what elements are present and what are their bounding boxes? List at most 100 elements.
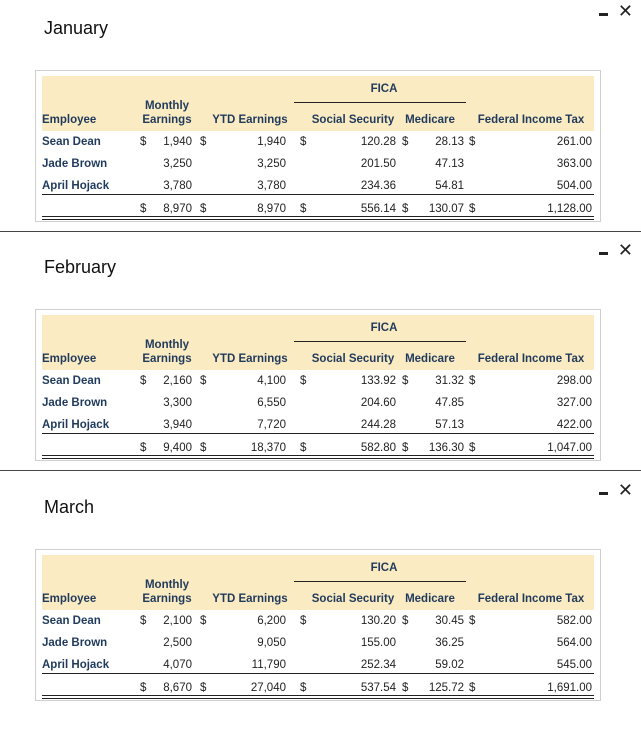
- currency-symbol: $: [402, 682, 409, 694]
- ytd-header: YTD Earnings: [212, 114, 288, 126]
- federal-income-tax-header: Federal Income Tax: [477, 593, 585, 605]
- social-security-header: Social Security: [311, 353, 395, 365]
- total-social-security: 537.54: [360, 682, 396, 694]
- currency-symbol: $: [200, 615, 207, 627]
- federal-income-tax-value: 504.00: [556, 180, 592, 192]
- ytd-earnings-value: 6,200: [257, 615, 286, 627]
- monthly-earnings-value: 2,160: [163, 375, 192, 387]
- month-section: March ✕ FICA Monthly Employee Earnings YTD Ear…: [0, 479, 641, 709]
- currency-symbol: $: [300, 375, 307, 387]
- total-ytd-earnings: 8,970: [257, 203, 286, 215]
- employee-name: Jade Brown: [42, 637, 108, 649]
- medicare-value: 54.81: [435, 180, 464, 192]
- total-ytd-earnings: 27,040: [250, 682, 286, 694]
- currency-symbol: $: [469, 203, 476, 215]
- currency-symbol: $: [300, 442, 307, 454]
- currency-symbol: $: [469, 682, 476, 694]
- monthly-header: Monthly: [144, 100, 190, 112]
- ytd-earnings-value: 3,780: [257, 180, 286, 192]
- payroll-table: FICA Monthly Employee Earnings YTD Earnings S…: [35, 309, 601, 461]
- federal-income-tax-value: 261.00: [556, 136, 592, 148]
- monthly-earnings-value: 3,250: [163, 158, 192, 170]
- total-ytd-earnings: 18,370: [250, 442, 286, 454]
- federal-income-tax-header: Federal Income Tax: [477, 114, 585, 126]
- currency-symbol: $: [200, 203, 207, 215]
- ytd-header: YTD Earnings: [212, 353, 288, 365]
- employee-name: Jade Brown: [42, 158, 108, 170]
- row-underline: [42, 433, 594, 434]
- currency-symbol: $: [402, 615, 409, 627]
- total-double-underline: [42, 455, 594, 459]
- section-divider: [0, 231, 641, 232]
- total-double-underline: [42, 695, 594, 699]
- monthly-earnings-value: 2,100: [163, 615, 192, 627]
- employee-name: April Hojack: [42, 180, 110, 192]
- ytd-earnings-value: 11,790: [251, 659, 286, 671]
- total-medicare: 125.72: [428, 682, 464, 694]
- ytd-earnings-value: 6,550: [257, 397, 286, 409]
- window-controls: ✕: [598, 1, 633, 22]
- ytd-earnings-value: 1,940: [257, 136, 286, 148]
- close-icon[interactable]: ✕: [617, 240, 633, 261]
- medicare-header: Medicare: [405, 114, 455, 126]
- minimize-icon[interactable]: [598, 12, 608, 16]
- monthly-earnings-value: 3,940: [163, 419, 192, 431]
- currency-symbol: $: [402, 136, 409, 148]
- medicare-header: Medicare: [405, 353, 455, 365]
- monthly-earnings-value: 3,780: [163, 180, 192, 192]
- total-federal-income-tax: 1,128.00: [547, 203, 592, 215]
- currency-symbol: $: [469, 442, 476, 454]
- currency-symbol: $: [140, 682, 147, 694]
- currency-symbol: $: [200, 136, 207, 148]
- ytd-header: YTD Earnings: [212, 593, 288, 605]
- total-medicare: 130.07: [428, 203, 464, 215]
- social-security-value: 201.50: [360, 158, 396, 170]
- currency-symbol: $: [300, 203, 307, 215]
- minimize-icon[interactable]: [598, 251, 608, 255]
- close-icon[interactable]: ✕: [617, 1, 633, 22]
- currency-symbol: $: [402, 442, 409, 454]
- month-title: February: [44, 257, 117, 277]
- currency-symbol: $: [300, 136, 307, 148]
- monthly-header: Monthly: [144, 339, 190, 351]
- ytd-earnings-value: 4,100: [257, 375, 286, 387]
- fica-underline: [294, 341, 466, 342]
- monthly-earnings-value: 1,940: [163, 136, 192, 148]
- employee-name: Jade Brown: [42, 397, 108, 409]
- currency-symbol: $: [469, 375, 476, 387]
- social-security-value: 133.92: [360, 375, 396, 387]
- payroll-table: FICA Monthly Employee Earnings YTD Earnings S…: [35, 70, 601, 222]
- employee-header: Employee: [42, 353, 97, 365]
- total-double-underline: [42, 216, 594, 220]
- total-social-security: 582.80: [360, 442, 396, 454]
- social-security-value: 244.28: [360, 419, 396, 431]
- currency-symbol: $: [200, 375, 207, 387]
- currency-symbol: $: [300, 615, 307, 627]
- monthly-earnings-value: 3,300: [163, 397, 192, 409]
- header-band: [42, 315, 594, 370]
- header-band: [42, 76, 594, 131]
- earnings-header: Earnings: [142, 353, 192, 365]
- medicare-value: 31.32: [435, 375, 464, 387]
- section-divider: [0, 470, 641, 471]
- currency-symbol: $: [402, 375, 409, 387]
- total-social-security: 556.14: [360, 203, 396, 215]
- federal-income-tax-header: Federal Income Tax: [477, 353, 585, 365]
- currency-symbol: $: [200, 682, 207, 694]
- currency-symbol: $: [140, 442, 147, 454]
- currency-symbol: $: [200, 442, 207, 454]
- total-federal-income-tax: 1,047.00: [547, 442, 592, 454]
- federal-income-tax-value: 327.00: [556, 397, 592, 409]
- minimize-icon[interactable]: [598, 491, 608, 495]
- medicare-value: 59.02: [435, 659, 464, 671]
- federal-income-tax-value: 582.00: [556, 615, 592, 627]
- employee-name: Sean Dean: [42, 375, 101, 387]
- close-icon[interactable]: ✕: [617, 480, 633, 501]
- employee-name: Sean Dean: [42, 136, 101, 148]
- currency-symbol: $: [140, 615, 147, 627]
- fica-header: FICA: [370, 83, 398, 95]
- social-security-value: 252.34: [360, 659, 396, 671]
- currency-symbol: $: [300, 682, 307, 694]
- employee-header: Employee: [42, 593, 97, 605]
- social-security-value: 204.60: [360, 397, 396, 409]
